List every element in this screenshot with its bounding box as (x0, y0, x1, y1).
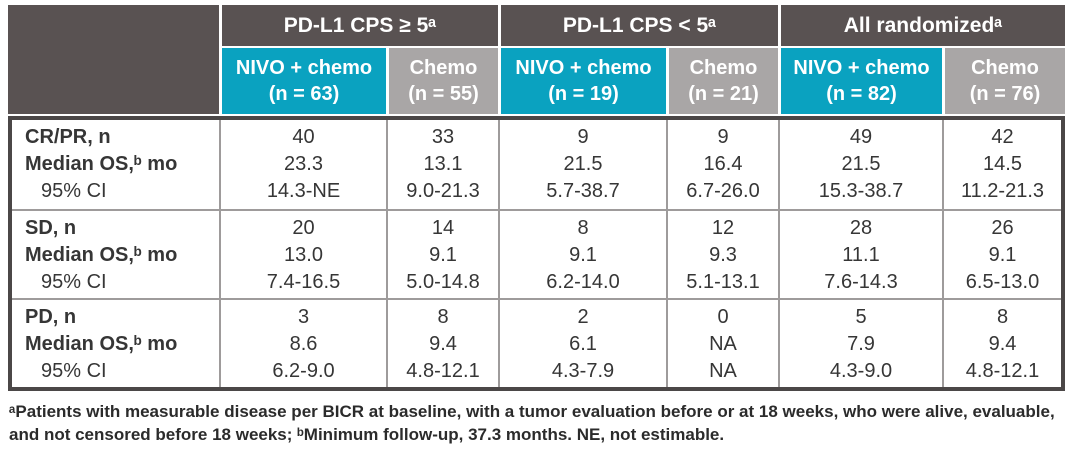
row-label-median-os: Median OS,ᵇ mo (25, 244, 178, 266)
arm-drug: Chemo (971, 57, 1039, 79)
data-cell-sd-nivo-all: 28 11.1 7.6-14.3 (778, 209, 942, 298)
column-group-all-randomized: All randomizedᵃ (778, 5, 1065, 46)
arm-header-chemo-ge5: Chemo (n = 55) (386, 48, 498, 114)
arm-n: (n = 76) (969, 83, 1041, 105)
row-label-median-os: Median OS,ᵇ mo (25, 333, 178, 355)
data-cell-crpr-nivo-ge5: 40 23.3 14.3-NE (219, 120, 386, 209)
row-label-ci: 95% CI (41, 180, 107, 202)
arm-header-nivo-chemo-lt5: NIVO + chemo (n = 19) (498, 48, 666, 114)
row-label-n: PD, n (25, 306, 77, 328)
data-cell-sd-nivo-lt5: 8 9.1 6.2-14.0 (498, 209, 666, 298)
data-cell-pd-chemo-ge5: 8 9.4 4.8-12.1 (386, 298, 498, 387)
data-cell-sd-chemo-all: 26 9.1 6.5-13.0 (942, 209, 1061, 298)
data-cell-crpr-nivo-all: 49 21.5 15.3-38.7 (778, 120, 942, 209)
row-label-ci: 95% CI (41, 360, 107, 382)
data-cell-pd-nivo-lt5: 2 6.1 4.3-7.9 (498, 298, 666, 387)
row-label-sd: SD, n Median OS,ᵇ mo 95% CI (12, 209, 219, 298)
data-cell-pd-chemo-lt5: 0 NA NA (666, 298, 778, 387)
arm-header-chemo-all: Chemo (n = 76) (942, 48, 1065, 114)
data-cell-sd-chemo-ge5: 14 9.1 5.0-14.8 (386, 209, 498, 298)
arm-drug: Chemo (409, 57, 478, 79)
column-group-pdl1-cps-ge5: PD-L1 CPS ≥ 5ᵃ (219, 5, 498, 46)
row-label-pd: PD, n Median OS,ᵇ mo 95% CI (12, 298, 219, 387)
arm-n: (n = 19) (548, 83, 619, 105)
arm-n: (n = 82) (826, 83, 897, 105)
arm-n: (n = 21) (688, 83, 759, 105)
row-label-median-os: Median OS,ᵇ mo (25, 153, 178, 175)
response-os-table: PD-L1 CPS ≥ 5ᵃ PD-L1 CPS < 5ᵃ All random… (8, 5, 1065, 391)
data-cell-crpr-nivo-lt5: 9 21.5 5.7-38.7 (498, 120, 666, 209)
row-label-n: SD, n (25, 217, 77, 239)
footnote-line-1: ᵃPatients with measurable disease per BI… (9, 402, 1055, 421)
data-cell-sd-nivo-ge5: 20 13.0 7.4-16.5 (219, 209, 386, 298)
footnote: ᵃPatients with measurable disease per BI… (9, 400, 1073, 446)
data-cell-pd-nivo-all: 5 7.9 4.3-9.0 (778, 298, 942, 387)
footnote-line-2: and not censored before 18 weeks; ᵇMinim… (9, 425, 725, 444)
arm-header-chemo-lt5: Chemo (n = 21) (666, 48, 778, 114)
data-cell-pd-nivo-ge5: 3 8.6 6.2-9.0 (219, 298, 386, 387)
arm-drug: NIVO + chemo (515, 57, 652, 79)
data-cell-sd-chemo-lt5: 12 9.3 5.1-13.1 (666, 209, 778, 298)
arm-n: (n = 55) (408, 83, 479, 105)
arm-header-nivo-chemo-ge5: NIVO + chemo (n = 63) (219, 48, 386, 114)
arm-drug: NIVO + chemo (793, 57, 930, 79)
arm-header-nivo-chemo-all: NIVO + chemo (n = 82) (778, 48, 942, 114)
data-cell-crpr-chemo-all: 42 14.5 11.2-21.3 (942, 120, 1061, 209)
header-stub-cell (8, 5, 219, 114)
column-group-pdl1-cps-lt5: PD-L1 CPS < 5ᵃ (498, 5, 778, 46)
arm-drug: Chemo (689, 57, 758, 79)
data-cell-crpr-chemo-lt5: 9 16.4 6.7-26.0 (666, 120, 778, 209)
table-body: CR/PR, n Median OS,ᵇ mo 95% CI 40 23.3 1… (8, 116, 1065, 391)
row-label-crpr: CR/PR, n Median OS,ᵇ mo 95% CI (12, 120, 219, 209)
arm-n: (n = 63) (268, 83, 340, 105)
row-label-n: CR/PR, n (25, 126, 111, 148)
data-cell-pd-chemo-all: 8 9.4 4.8-12.1 (942, 298, 1061, 387)
table-header: PD-L1 CPS ≥ 5ᵃ PD-L1 CPS < 5ᵃ All random… (8, 5, 1065, 114)
row-label-ci: 95% CI (41, 271, 107, 293)
data-cell-crpr-chemo-ge5: 33 13.1 9.0-21.3 (386, 120, 498, 209)
arm-drug: NIVO + chemo (235, 57, 373, 79)
